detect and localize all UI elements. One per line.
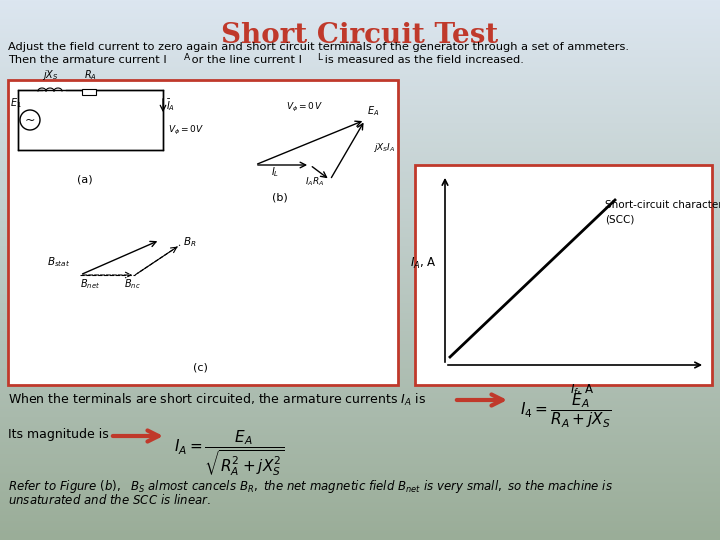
- Text: (a): (a): [77, 175, 93, 185]
- Bar: [415, 165, 712, 385]
- Text: $I_4 = \dfrac{E_A}{R_A + jX_S}$: $I_4 = \dfrac{E_A}{R_A + jX_S}$: [520, 392, 611, 430]
- Text: $\it{Refer\ to\ Figure\ (b),\ \ B_S\ almost\ cancels\ B_R,\ the\ net\ magnetic\ : $\it{Refer\ to\ Figure\ (b),\ \ B_S\ alm…: [8, 478, 613, 495]
- Text: $jX_S I_A$: $jX_S I_A$: [373, 141, 395, 154]
- Text: $I_A R_A$: $I_A R_A$: [305, 176, 325, 188]
- Text: $I_A = \dfrac{E_A}{\sqrt{R_A^2 + jX_S^2}}$: $I_A = \dfrac{E_A}{\sqrt{R_A^2 + jX_S^2}…: [174, 428, 285, 478]
- Text: A: A: [184, 53, 190, 62]
- Text: $R_A$: $R_A$: [84, 68, 96, 82]
- Text: L: L: [317, 53, 322, 62]
- Text: (SCC): (SCC): [605, 214, 634, 224]
- Text: (c): (c): [192, 362, 207, 372]
- Text: $\bar{I}_A$: $\bar{I}_A$: [166, 97, 175, 113]
- Circle shape: [20, 110, 40, 130]
- Text: $V_\phi=0\,V$: $V_\phi=0\,V$: [287, 102, 324, 114]
- Text: $V_\phi=0V$: $V_\phi=0V$: [168, 124, 204, 137]
- Text: $jX_S$: $jX_S$: [42, 68, 58, 82]
- Text: (b): (b): [272, 192, 288, 202]
- Text: Its magnitude is: Its magnitude is: [8, 428, 109, 441]
- Text: $B_{stat}$: $B_{stat}$: [47, 255, 70, 269]
- Text: Short-circuit characteristic: Short-circuit characteristic: [605, 200, 720, 210]
- Text: $B_{nc}$: $B_{nc}$: [124, 277, 140, 291]
- Text: ~: ~: [24, 113, 35, 126]
- Text: $B_R$: $B_R$: [183, 235, 197, 249]
- Text: $I_A$, A: $I_A$, A: [410, 255, 437, 271]
- Text: Adjust the field current to zero again and short circuit terminals of the genera: Adjust the field current to zero again a…: [8, 42, 629, 52]
- Text: Short Circuit Test: Short Circuit Test: [221, 22, 499, 49]
- Bar: [8, 80, 398, 385]
- Text: When the terminals are short circuited, the armature currents $I_A$ is: When the terminals are short circuited, …: [8, 392, 426, 408]
- Bar: [82, 89, 96, 95]
- Text: $E_A$: $E_A$: [367, 104, 379, 118]
- Text: $E_1$: $E_1$: [10, 96, 22, 110]
- Text: $I_f$, A: $I_f$, A: [570, 383, 594, 398]
- Text: $B_{net}$: $B_{net}$: [80, 277, 100, 291]
- Text: $I_L$: $I_L$: [271, 165, 279, 179]
- Text: is measured as the field increased.: is measured as the field increased.: [321, 55, 524, 65]
- Text: $\it{unsaturated\ and\ the\ SCC\ is\ linear.}$: $\it{unsaturated\ and\ the\ SCC\ is\ lin…: [8, 493, 211, 507]
- Text: Then the armature current I: Then the armature current I: [8, 55, 167, 65]
- Text: or the line current I: or the line current I: [188, 55, 302, 65]
- Bar: [18, 90, 163, 150]
